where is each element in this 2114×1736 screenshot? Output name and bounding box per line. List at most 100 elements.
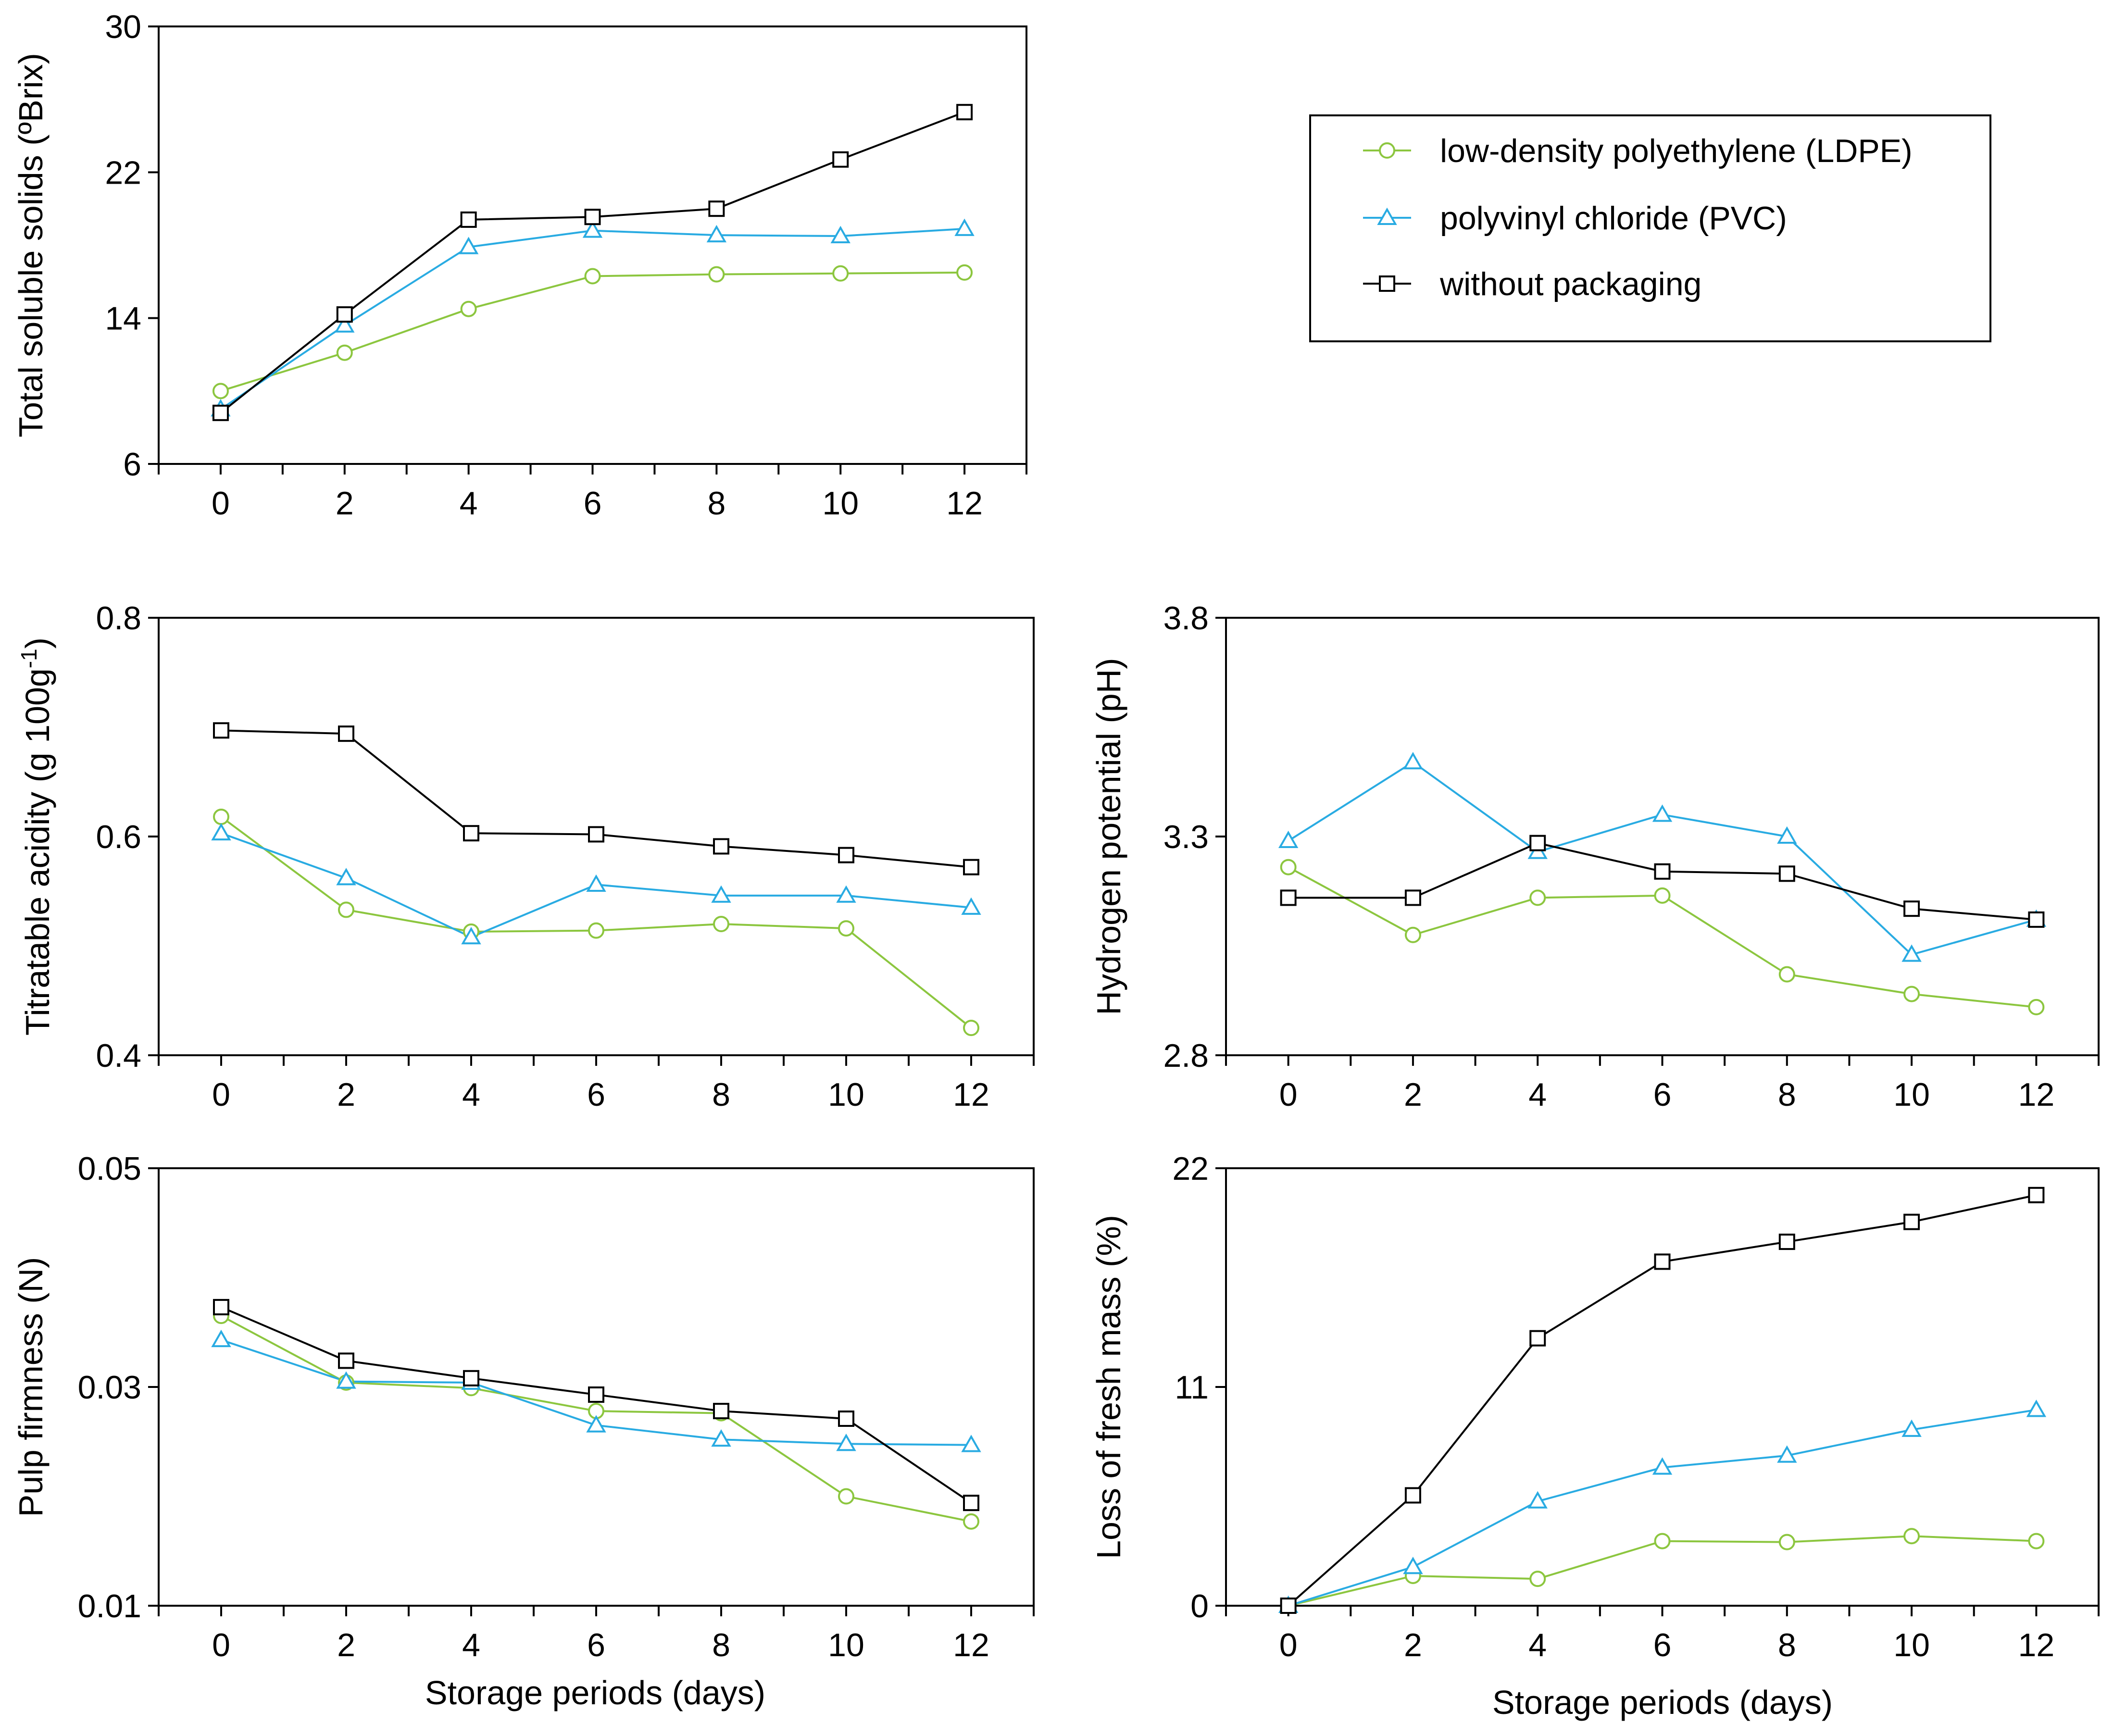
panel-tss-point-without-packaging [832,151,849,168]
panel-ph-point-without-packaging [1903,900,1920,917]
panel-ta-xtick-label: 6 [587,1076,605,1113]
panel-total-soluble-solids: Total soluble solids (ºBrix) 6 14 22 30 0 2 4 6… [12,9,1027,522]
panel-ta-point-without-packaging [588,826,604,843]
panel-ph-ytick-label: 3.8 [1163,600,1209,637]
panel-firmness-ytick-label: 0.05 [78,1150,141,1187]
legend-entry-ldpe: low-density polyethylene (LDPE) [1363,133,1913,169]
panel-ta-point-pvc [211,823,231,841]
panel-tss-point-without-packaging [708,200,725,217]
panel-tss-point-ldpe [584,268,601,285]
panel-mass_loss-point-ldpe [1903,1528,1920,1545]
panel-firmness-point-pvc [961,1435,981,1452]
panel-mass_loss-xtick-label: 8 [1778,1627,1796,1663]
panel-mass_loss-point-ldpe [1778,1534,1795,1550]
panel-ta-point-pvc [586,874,606,892]
panel-ph-ytick-label: 2.8 [1163,1037,1209,1074]
panel-ta-ytick-label: 0.4 [96,1037,141,1074]
panel-tss-series-pvc-line [220,227,965,410]
panel-tss-xtick-label: 2 [336,485,354,522]
panel-mass_loss-point-without-packaging [1903,1213,1920,1230]
panel-tss-point-without-packaging [212,404,229,421]
panel-ta-ytick-label: 0.6 [96,819,141,855]
panel-ph-point-ldpe [1280,859,1297,875]
panel-mass_loss-series-pvc-line [1288,1409,2037,1607]
panel-ph-point-without-packaging [1654,863,1671,880]
panel-firmness-point-pvc [211,1329,231,1348]
panel-mass_loss-point-ldpe [1654,1533,1671,1549]
panel-ph-point-without-packaging [1529,835,1546,851]
panel-ta-ytick-label: 0.8 [96,600,141,637]
ta-ylabel-end: ) [19,637,56,649]
legend-entry-without-packaging: without packaging [1363,266,1701,302]
panel-ta-point-ldpe [588,922,604,939]
panel-mass_loss-ytick-label: 11 [1175,1369,1209,1406]
panel-mass_loss-xtick-label: 2 [1404,1627,1422,1663]
panel-ta-point-without-packaging [838,847,854,863]
panel-firmness-xtick-label: 2 [337,1627,355,1663]
panel-mass_loss-xtick-label: 12 [2018,1627,2055,1663]
panel-pulp-firmness: Pulp firmness (N) Storage periods (days)… [12,1150,1035,1711]
panel-mass_loss-xtick-label: 0 [1279,1627,1298,1663]
panel-ta-xtick-label: 12 [953,1076,989,1113]
panel-tss-xtick-label: 10 [822,485,859,522]
panel-tss-xtick-label: 0 [212,485,230,522]
panel-firmness-point-pvc [711,1429,731,1447]
panel-firmness-xtick-label: 12 [953,1627,989,1663]
panel-mass_loss-point-without-packaging [1280,1598,1297,1614]
panel-ph-point-pvc [1278,830,1299,849]
panel-firmness-ytick-label: 0.03 [78,1369,141,1406]
panel-tss-ytick-label: 22 [105,154,141,191]
panel-firmness-point-without-packaging [463,1370,479,1386]
panel-firmness-xtick-label: 6 [587,1627,605,1663]
legend-marker-pvc [1377,207,1397,225]
panel-ph-point-pvc [1403,752,1423,770]
panel-total-soluble-solids-ylabel: Total soluble solids (ºBrix) [12,53,50,437]
panel-ph-point-pvc [1652,804,1673,822]
panel-ta-point-ldpe [213,809,229,825]
panel-mass_loss-point-pvc [2026,1399,2047,1417]
panel-firmness-point-without-packaging [838,1410,854,1427]
panel-tss-point-pvc [954,218,975,236]
panel-mass_loss-point-without-packaging [1654,1253,1671,1270]
panel-ph-point-ldpe [1654,887,1671,904]
panel-tss-point-ldpe [832,265,849,282]
panel-ph-point-pvc [1901,944,1922,962]
panel-ph-series-without-packaging-line [1288,842,2037,921]
panel-ta-point-pvc [961,897,981,915]
legend-entry-pvc: polyvinyl chloride (PVC) [1363,200,1787,237]
panel-tss-ytick-label: 14 [105,300,141,337]
panel-ph-series-pvc-line [1288,761,2037,956]
panel-mass_loss-point-pvc [1777,1445,1797,1463]
panel-ta-point-ldpe [338,901,354,918]
panel-ta-series-ldpe-line [220,816,972,1029]
ta-ylabel-sup: -1 [16,649,41,668]
panel-ph-point-without-packaging [1404,889,1421,906]
panel-mass_loss-point-ldpe [1529,1571,1546,1587]
panel-firmness-point-ldpe [838,1488,854,1505]
panel-tss-point-pvc [335,315,355,333]
panel-mass_loss-ytick-label: 22 [1172,1150,1209,1187]
panel-ta-point-without-packaging [213,722,229,739]
panel-ph-point-ldpe [1903,986,1920,1002]
panel-tss-series-without-packaging-line [220,111,965,414]
legend: low-density polyethylene (LDPE) polyviny… [1309,114,1991,342]
panel-firmness-point-without-packaging [963,1495,979,1511]
legend-label-without-packaging: without packaging [1439,266,1701,302]
panel-ph-ytick-label: 3.3 [1163,819,1209,855]
panel-tss-xtick-label: 12 [946,485,983,522]
panel-mass_loss-xtick-label: 10 [1893,1627,1930,1663]
panel-ta-series-without-packaging-line [221,729,972,868]
legend-marker-ldpe [1379,142,1395,159]
panel-loss-of-fresh-mass-ylabel: Loss of fresh mass (%) [1090,1215,1127,1559]
panel-tss-point-without-packaging [584,209,601,225]
panel-ta-point-pvc [711,885,731,903]
panel-tss-point-ldpe [336,344,353,361]
panel-firmness-xtick-label: 10 [828,1627,864,1663]
panel-titratable-acidity-ylabel: Titratable acidity (g 100g-1) [16,637,56,1036]
panel-mass_loss-point-without-packaging [1529,1330,1546,1347]
panel-firmness-point-pvc [836,1434,856,1451]
panel-tss-point-without-packaging [460,211,477,228]
panel-firmness-point-without-packaging [713,1403,729,1420]
panel-tss-ytick-label: 6 [123,446,141,483]
panel-ph-xtick-label: 4 [1528,1076,1547,1113]
